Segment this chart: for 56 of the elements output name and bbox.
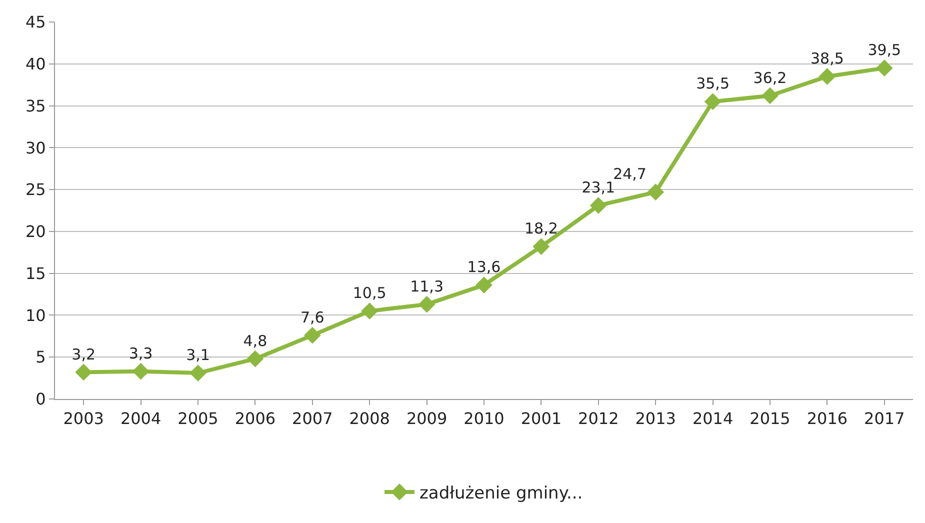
x-tick-label: 2016 <box>806 409 848 428</box>
data-label: 4,8 <box>243 332 268 350</box>
data-label: 3,2 <box>72 345 96 364</box>
x-tick-label: 2003 <box>63 409 104 428</box>
data-label: 38,5 <box>810 50 844 68</box>
x-tick-label: 2013 <box>635 409 676 428</box>
y-tick-label: 20 <box>25 222 46 242</box>
y-tick-label: 40 <box>25 54 46 74</box>
x-tick-label: 2014 <box>692 409 734 428</box>
y-tick-label: 5 <box>36 348 46 367</box>
x-tick-label: 2008 <box>349 409 390 428</box>
y-tick-label: 45 <box>25 12 46 32</box>
data-label: 24,7 <box>613 165 646 184</box>
data-label: 3,1 <box>186 346 210 364</box>
x-tick-label: 2009 <box>406 409 448 428</box>
x-tick-label: 2012 <box>578 409 619 428</box>
data-label: 11,3 <box>410 277 444 296</box>
y-tick-label: 30 <box>25 138 46 158</box>
point <box>246 350 264 368</box>
x-tick-label: 2006 <box>234 409 276 428</box>
data-label: 7,6 <box>300 308 324 326</box>
data-label: 36,2 <box>753 68 787 87</box>
x-tick-label: 2001 <box>520 409 562 428</box>
data-label: 13,6 <box>467 258 501 276</box>
point <box>647 184 664 201</box>
data-label: 35,5 <box>696 74 730 93</box>
x-tick-label: 2015 <box>750 409 790 428</box>
data-label: 3,3 <box>128 344 153 362</box>
x-tick-label: 2005 <box>178 409 218 428</box>
y-tick-label: 35 <box>25 96 46 116</box>
x-tick-label: 2004 <box>120 409 162 428</box>
point <box>75 364 92 381</box>
point <box>190 364 206 382</box>
x-tick-label: 2010 <box>464 409 504 428</box>
point <box>361 302 378 320</box>
data-label: 10,5 <box>352 284 386 302</box>
y-tick-label: 15 <box>25 264 46 283</box>
point <box>704 93 722 110</box>
point <box>876 60 893 77</box>
x-tick-label: 2007 <box>292 409 333 428</box>
y-tick-label: 0 <box>36 390 46 409</box>
point <box>532 238 550 255</box>
point <box>304 326 321 344</box>
point <box>418 296 436 313</box>
legend-label: zadłużenie gminy... <box>420 484 583 504</box>
point <box>476 276 492 294</box>
y-tick-label: 25 <box>25 180 46 200</box>
x-tick-label: 2017 <box>864 409 905 428</box>
data-label: 39,5 <box>868 41 902 60</box>
data-label: 18,2 <box>524 220 558 238</box>
point <box>818 68 836 85</box>
y-tick-label: 10 <box>25 306 46 325</box>
point <box>132 362 150 380</box>
point <box>590 197 607 214</box>
point <box>762 87 778 104</box>
data-label: 23,1 <box>582 178 616 197</box>
